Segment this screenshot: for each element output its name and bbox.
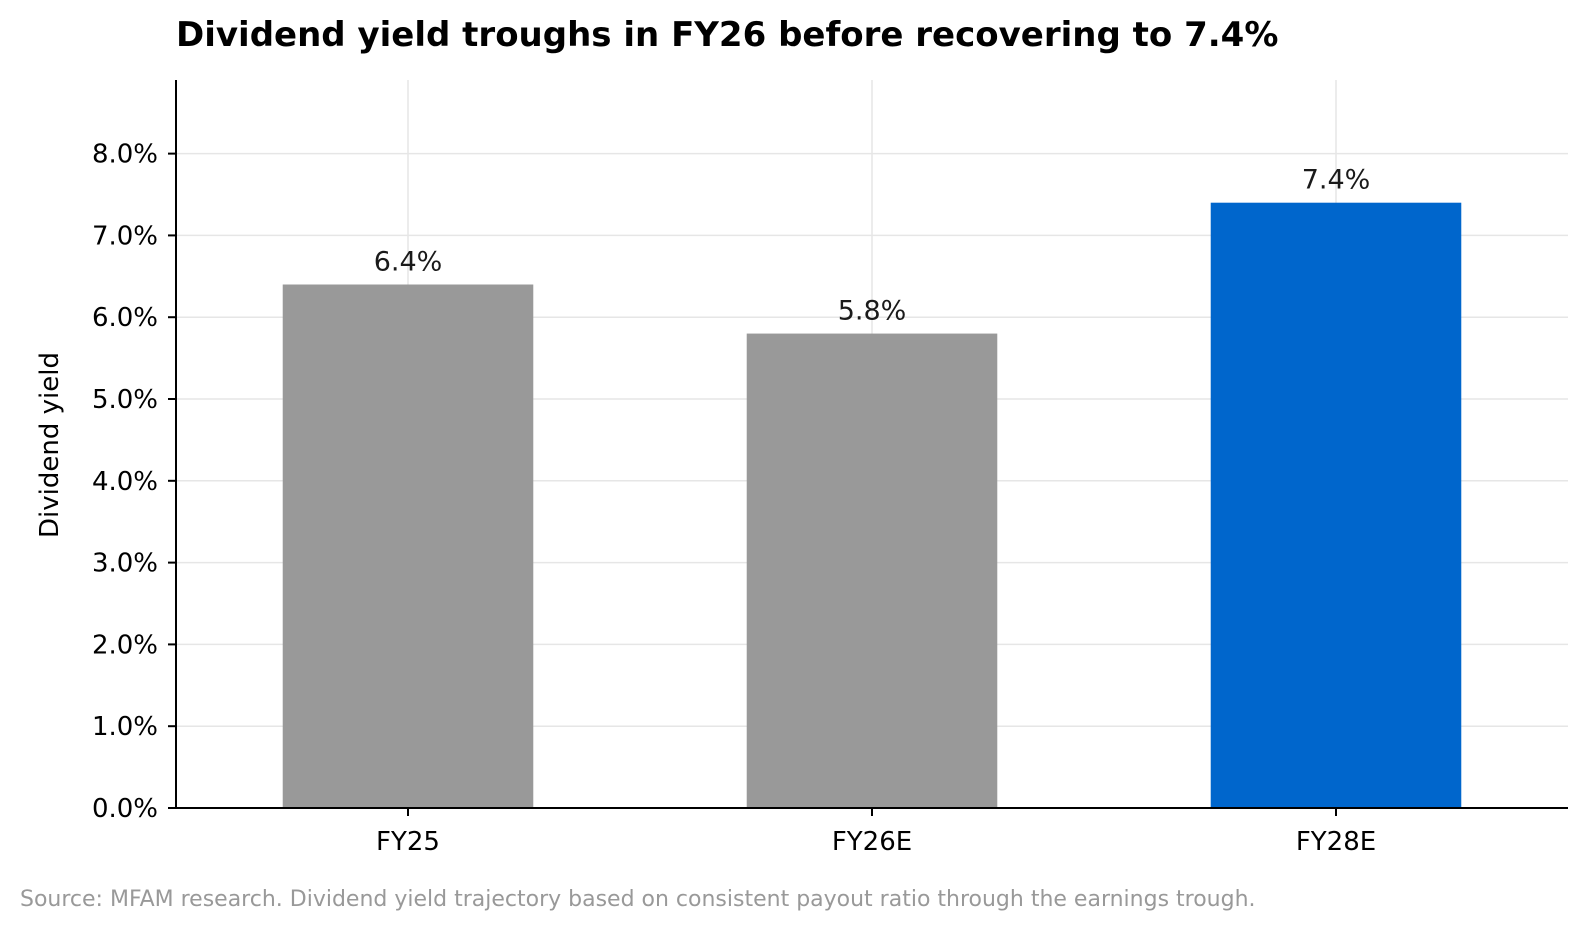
y-tick-label-3: 3.0% <box>92 549 158 579</box>
y-tick-label-1: 1.0% <box>92 712 158 742</box>
data-label-fy28e: 7.4% <box>1302 165 1371 196</box>
y-axis-label: Dividend yield <box>35 352 65 538</box>
y-tick-label-7: 7.0% <box>92 221 158 251</box>
source-note: Source: MFAM research. Dividend yield tr… <box>20 887 1256 912</box>
bar-fy28e <box>1210 202 1462 808</box>
bars <box>282 202 1462 808</box>
chart-title: Dividend yield troughs in FY26 before re… <box>176 15 1278 55</box>
data-label-fy26e: 5.8% <box>838 296 907 327</box>
bar-fy26e <box>746 333 998 808</box>
bar-fy25 <box>282 284 534 808</box>
y-tick-label-8: 8.0% <box>92 140 158 170</box>
y-tick-label-5: 5.0% <box>92 385 158 415</box>
data-labels: 6.4% 5.8% 7.4% <box>374 165 1371 327</box>
y-tick-label-4: 4.0% <box>92 467 158 497</box>
x-tick-label-fy25: FY25 <box>376 827 440 857</box>
data-label-fy25: 6.4% <box>374 246 443 277</box>
y-tick-labels: 0.0% 1.0% 2.0% 3.0% 4.0% 5.0% 6.0% 7.0% 8.0% <box>92 140 158 824</box>
x-tick-label-fy28e: FY28E <box>1296 827 1376 857</box>
y-tick-label-2: 2.0% <box>92 630 158 660</box>
y-tick-label-6: 6.0% <box>92 303 158 333</box>
x-tick-label-fy26e: FY26E <box>832 827 912 857</box>
x-tick-labels: FY25 FY26E FY28E <box>376 827 1376 857</box>
axes <box>168 80 1568 816</box>
y-tick-label-0: 0.0% <box>92 794 158 824</box>
